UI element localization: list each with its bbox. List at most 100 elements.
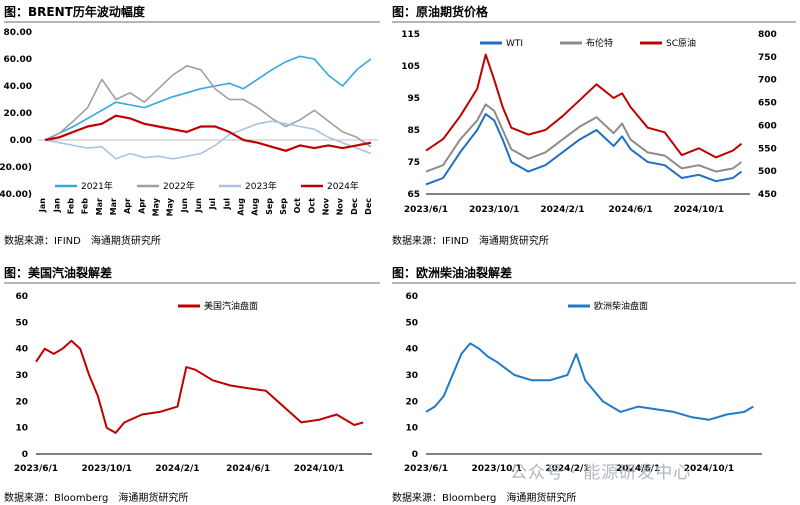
source-note: 数据来源：IFIND 海通期货研究所 [392, 236, 549, 247]
y-tick-label-right: 550 [758, 144, 777, 154]
series-line [425, 342, 754, 421]
y-tick-label-left: 115 [401, 30, 420, 40]
y-tick-label-right: 600 [758, 121, 777, 131]
x-tick-label: Jun [194, 198, 203, 214]
legend-label: 布伦特 [586, 37, 613, 49]
y-tick-label: 40.00 [4, 82, 32, 92]
chart-eu-diesel-crack: 0 10 20 30 40 50 60 2023/6/1 2023/10/1 2024/2/1 20… [404, 292, 762, 474]
x-tick-label: Apr [137, 198, 146, 214]
x-tick-label: 2024/10/1 [684, 464, 734, 474]
legend-label: 2022年 [163, 180, 195, 192]
y-tick-label: 60.00 [4, 55, 32, 65]
x-tick-label: 2024/2/1 [155, 464, 199, 474]
x-tick-label: 2024/6/1 [609, 205, 653, 215]
y-tick-label-left: 105 [401, 62, 420, 72]
chart-us-gasoline-crack: 0 10 20 30 40 50 60 2023/6/1 2023/10/1 2024/2/1 20… [14, 292, 372, 474]
x-tick-label: 2024/10/1 [294, 464, 344, 474]
x-tick-label: Mar [109, 198, 118, 215]
y-tick-label-left: 95 [407, 94, 420, 104]
y-tick-label: 40 [405, 345, 418, 355]
x-tick-label: Jun [180, 198, 189, 214]
panel-title-us-gasoline: 图：美国汽油裂解差 [4, 266, 113, 280]
y-tick-label-right: 700 [758, 76, 777, 86]
series-line [35, 339, 364, 434]
x-tick-label: Jan [38, 198, 47, 213]
y-tick-label: 20 [15, 397, 28, 407]
y-tick-label-right: 800 [758, 30, 777, 40]
source-note: 数据来源：IFIND 海通期货研究所 [4, 236, 161, 247]
x-tick-label: Sep [265, 198, 274, 215]
y-tick-label: 0.00 [10, 136, 32, 146]
x-tick-label: 2023/10/1 [469, 205, 519, 215]
panel-title-brent: 图：BRENT历年波动幅度 [4, 5, 145, 19]
legend-label: 欧洲柴油盘面 [594, 300, 648, 312]
y-tick-label: 0 [22, 450, 28, 460]
x-tick-label: Feb [66, 198, 75, 215]
x-tick-label: 2023/10/1 [472, 464, 522, 474]
x-tick-label: 2024/2/1 [540, 205, 584, 215]
x-tick-label: Dec [350, 198, 359, 215]
x-tick-label: Nov [336, 197, 345, 215]
x-tick-label: 2024/10/1 [674, 205, 724, 215]
panel-title-eu-diesel: 图：欧洲柴油油裂解差 [392, 266, 513, 280]
source-note: 数据来源：Bloomberg 海通期货研究所 [392, 493, 577, 504]
y-tick-label: 20.00 [4, 109, 32, 119]
series-line [44, 55, 372, 141]
y-tick-label-right: 500 [758, 167, 777, 177]
x-tick-label: Jul [208, 198, 217, 211]
y-tick-label-right: 450 [758, 190, 777, 200]
x-tick-label: Dec [364, 198, 373, 215]
series-line [425, 53, 743, 159]
title-underline [392, 21, 796, 23]
y-tick-label-left: 65 [407, 190, 420, 200]
x-tick-label: Aug [251, 198, 260, 216]
series-line [425, 103, 743, 173]
legend-label: 美国汽油盘面 [204, 300, 258, 312]
x-tick-label: Jan [52, 198, 61, 213]
series-line [44, 114, 372, 152]
y-tick-label: (20.00) [0, 163, 32, 173]
x-tick-label: Nov [321, 197, 330, 215]
x-tick-label: 2024/6/1 [226, 464, 270, 474]
x-tick-label: 2023/6/1 [14, 464, 58, 474]
y-tick-label: 60 [405, 292, 418, 302]
x-tick-label: 2023/6/1 [404, 205, 448, 215]
watermark-text: 公众号 · 能源研发中心 [510, 463, 692, 483]
x-tick-label: May [151, 197, 160, 216]
y-tick-label: 30 [405, 371, 418, 381]
y-tick-label: 50 [405, 318, 418, 328]
series-line [44, 120, 372, 160]
x-tick-label: Aug [236, 198, 245, 216]
x-tick-label: Oct [293, 198, 302, 214]
y-tick-label: 0 [412, 450, 418, 460]
y-tick-label: 40 [15, 345, 28, 355]
y-tick-label: (40.00) [0, 190, 32, 200]
panel-title-crude: 图：原油期货价格 [392, 5, 489, 19]
chart-brent-volatility: 80.00 60.00 40.00 20.00 0.00 (20.00) (40.00) Ja… [0, 28, 378, 216]
y-tick-label: 10 [405, 424, 418, 434]
y-tick-label: 50 [15, 318, 28, 328]
series-line [44, 65, 372, 148]
y-tick-label-right: 650 [758, 99, 777, 109]
title-underline [4, 21, 380, 23]
title-underline [392, 282, 796, 284]
title-underline [4, 282, 380, 284]
x-tick-label: Oct [307, 198, 316, 214]
x-tick-label: 2024/6/1 [616, 464, 660, 474]
x-tick-label: May [166, 197, 175, 216]
y-tick-label: 30 [15, 371, 28, 381]
y-tick-label-left: 75 [407, 158, 420, 168]
y-tick-label: 20 [405, 397, 418, 407]
source-note: 数据来源：Bloomberg 海通期货研究所 [4, 493, 189, 504]
x-tick-label: Mar [95, 198, 104, 215]
x-tick-label: Jul [222, 198, 231, 211]
y-tick-label: 80.00 [4, 28, 32, 38]
x-tick-label: Feb [81, 198, 90, 215]
y-tick-label: 60 [15, 292, 28, 302]
y-tick-label-left: 85 [407, 126, 420, 136]
y-tick-label: 10 [15, 424, 28, 434]
x-tick-label: 2024/2/1 [545, 464, 589, 474]
chart-crude-futures: 65 75 85 95 105 115 450 500 550 600 650 700 750 800 20… [401, 30, 777, 215]
legend-label: 2021年 [81, 180, 113, 192]
series-line [425, 113, 743, 186]
